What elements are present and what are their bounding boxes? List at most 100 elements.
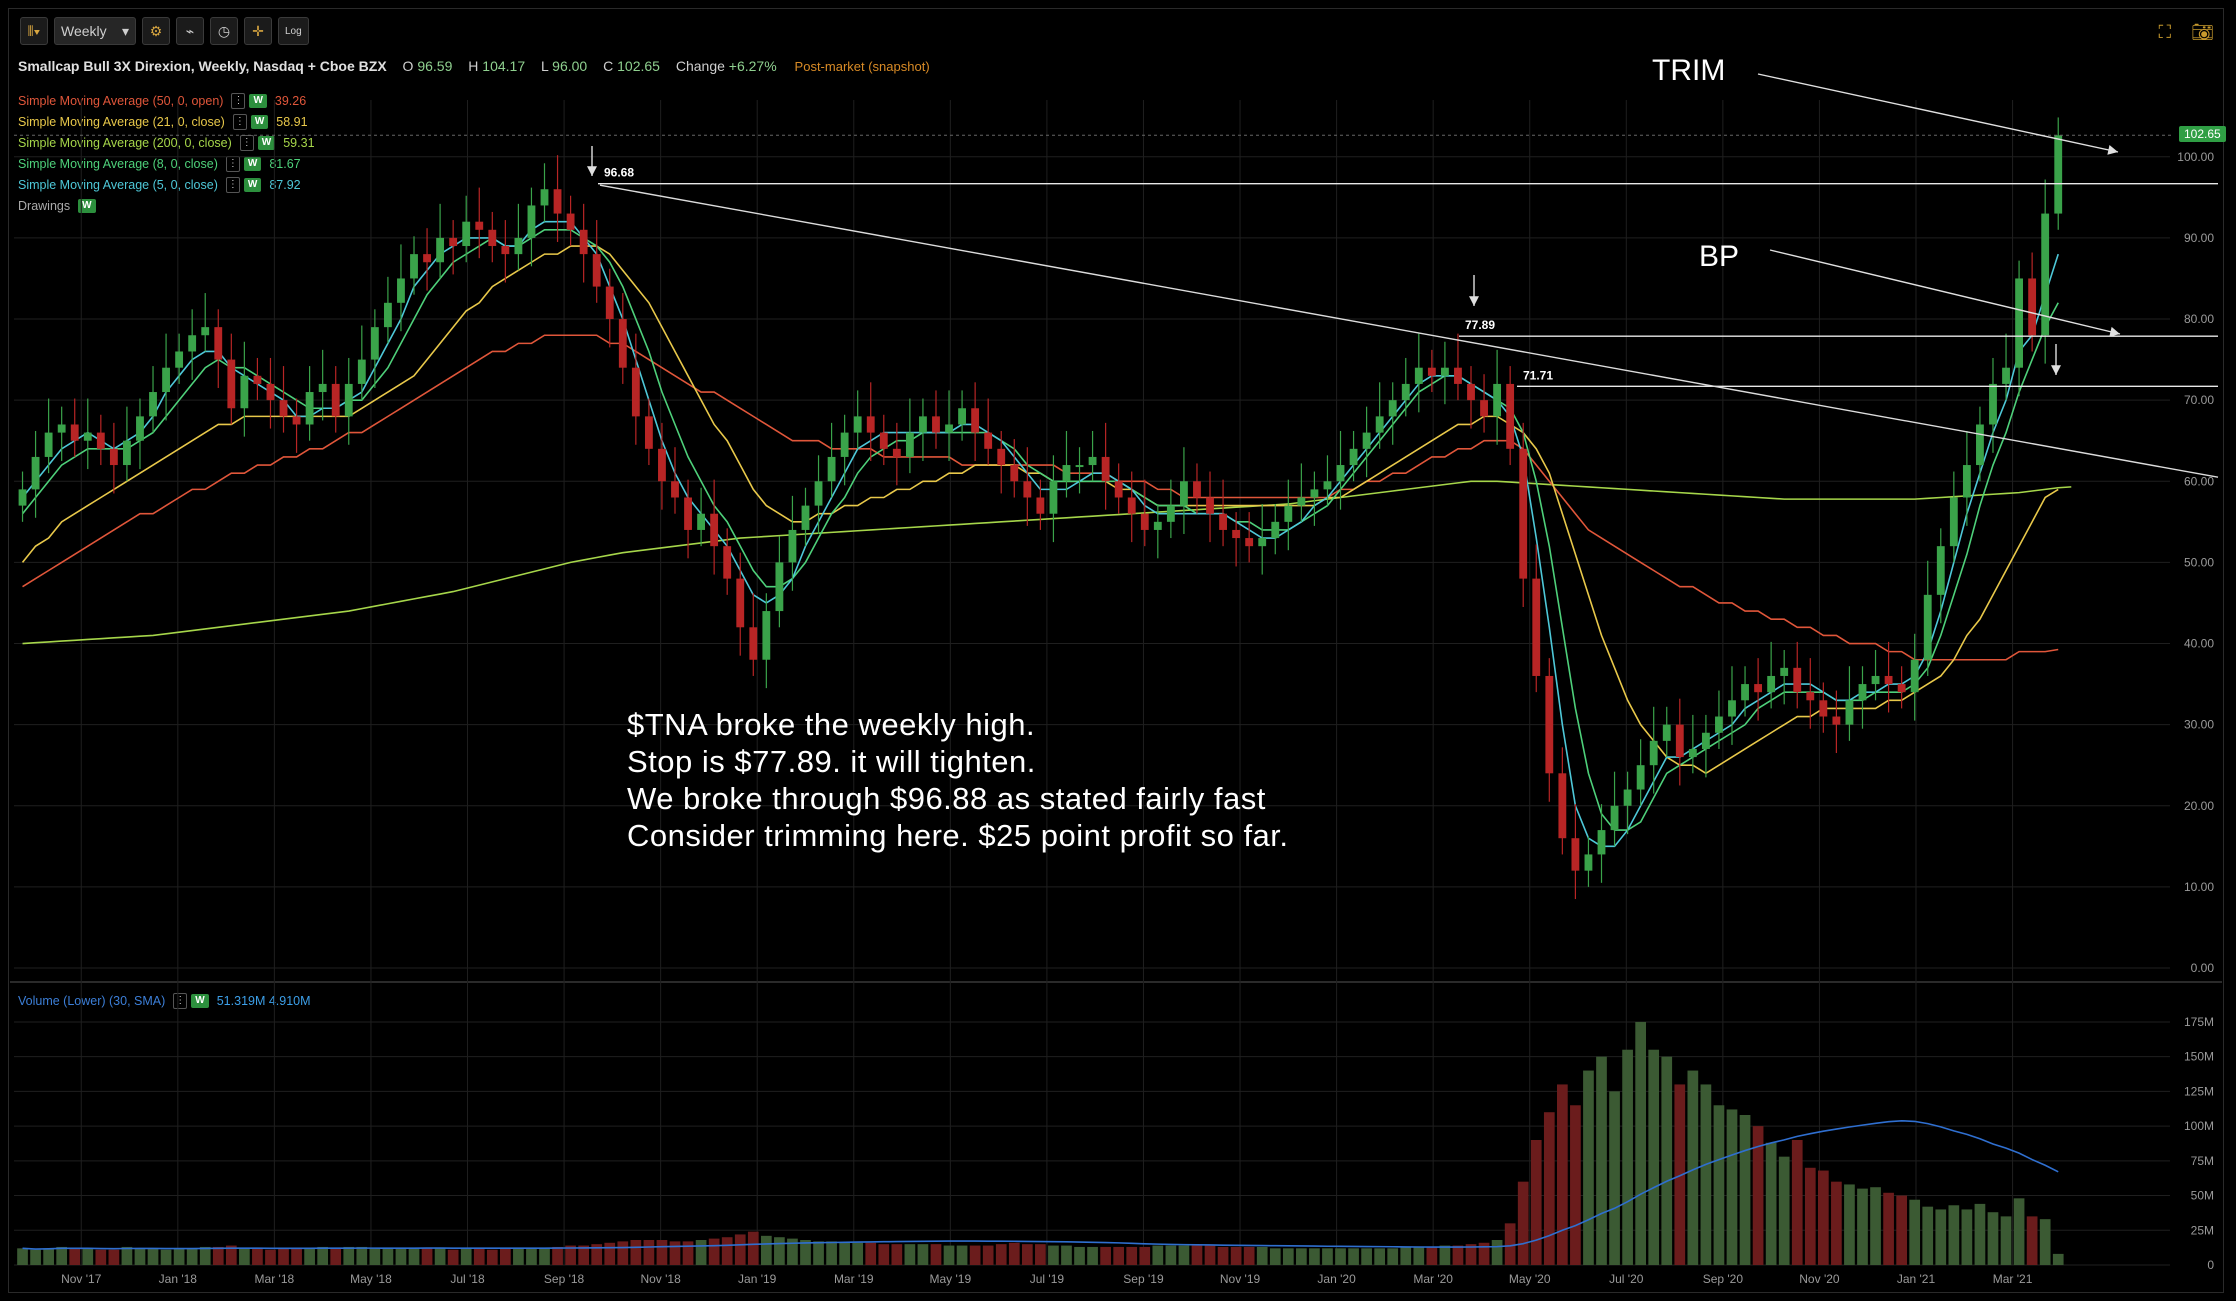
study-sma200[interactable]: Simple Moving Average (200, 0, close) ⋮ … <box>18 132 315 153</box>
time-tick-label: Nov '18 <box>640 1272 681 1286</box>
down-arrow-head <box>2051 365 2061 375</box>
volume-bar <box>1152 1245 1164 1265</box>
candle-body <box>1832 716 1841 725</box>
volume-bar <box>917 1244 929 1265</box>
w-badge: W <box>191 994 209 1008</box>
volume-bar <box>591 1244 603 1265</box>
volume-bar <box>2026 1216 2038 1265</box>
candle-body <box>1819 700 1828 717</box>
study-menu-icon[interactable]: ⋮ <box>239 134 254 151</box>
candle-body <box>383 302 392 328</box>
volume-bar <box>1217 1246 1229 1265</box>
volume-legend[interactable]: Volume (Lower) (30, SMA) ⋮ W 51.319M 4.9… <box>18 993 311 1009</box>
volume-bar <box>1348 1248 1359 1265</box>
candle-body <box>436 237 445 263</box>
drawings-row[interactable]: Drawings W <box>18 195 315 216</box>
study-name: Simple Moving Average (50, 0, open) <box>18 93 224 108</box>
candle-body <box>1793 667 1802 693</box>
time-tick-label: Mar '20 <box>1413 1272 1453 1286</box>
volume-bar <box>734 1234 746 1265</box>
candle-body <box>1754 684 1763 693</box>
candle-body <box>266 383 275 401</box>
expand-icon[interactable]: ⛶ <box>2158 22 2172 42</box>
candle-body <box>1558 773 1567 839</box>
high-label: H <box>468 58 479 74</box>
volume-bar <box>969 1245 981 1265</box>
candle-body <box>1271 521 1280 539</box>
clock-icon[interactable]: ◷ <box>210 17 238 45</box>
gear-icon[interactable]: ⚙ <box>142 17 170 45</box>
volume-bar <box>1948 1205 1960 1265</box>
candle-body <box>1780 667 1789 676</box>
time-tick-label: Jan '21 <box>1897 1272 1936 1286</box>
volume-bar <box>1113 1246 1125 1265</box>
time-tick-label: Jan '20 <box>1317 1272 1356 1286</box>
candle-body <box>1088 456 1097 466</box>
candle-body <box>1845 700 1854 725</box>
volume-bar <box>1243 1246 1255 1265</box>
study-sma8[interactable]: Simple Moving Average (8, 0, close) ⋮ W … <box>18 153 315 174</box>
candle-body <box>958 408 966 425</box>
time-tick-label: Nov '17 <box>61 1272 102 1286</box>
study-menu-icon[interactable]: ⋮ <box>225 176 240 193</box>
study-sma50[interactable]: Simple Moving Average (50, 0, open) ⋮ W … <box>18 90 315 111</box>
candle-body <box>540 189 549 206</box>
study-sma5[interactable]: Simple Moving Average (5, 0, close) ⋮ W … <box>18 174 315 195</box>
candle-body <box>1649 740 1658 766</box>
candle-bars-icon[interactable]: ⫴▾ <box>20 17 48 45</box>
volume-tick-label: 175M <box>2184 1015 2214 1029</box>
candle-body <box>749 627 758 660</box>
candle-body <box>1480 400 1488 417</box>
volume-bar <box>1752 1126 1764 1265</box>
candle-body <box>1010 465 1019 482</box>
candle-body <box>801 505 810 530</box>
volume-bar <box>95 1249 107 1265</box>
volume-bar <box>2039 1219 2051 1265</box>
volume-bar <box>160 1249 172 1265</box>
volume-bar <box>526 1248 537 1265</box>
study-menu-icon[interactable]: ⋮ <box>232 113 247 130</box>
volume-study-values: 51.319M 4.910M <box>216 994 311 1008</box>
volume-bar <box>747 1231 759 1265</box>
volume-bar <box>943 1245 955 1265</box>
volume-bar <box>1491 1240 1503 1265</box>
study-menu-icon[interactable]: ⋮ <box>225 155 240 172</box>
volume-bar <box>682 1241 694 1265</box>
study-sma21[interactable]: Simple Moving Average (21, 0, close) ⋮ W… <box>18 111 315 132</box>
price-tick-label: 70.00 <box>2184 393 2214 407</box>
candle-body <box>162 367 170 393</box>
aggregation-select[interactable]: Weekly ▾ <box>54 17 136 45</box>
volume-bar <box>1700 1084 1712 1265</box>
study-menu-icon[interactable]: ⋮ <box>173 993 188 1009</box>
candle-body <box>1741 684 1749 701</box>
candle-body <box>866 416 875 433</box>
camera-icon[interactable]: 📷︎ <box>2191 22 2214 42</box>
volume-bar <box>43 1248 54 1265</box>
candle-body <box>1323 481 1332 490</box>
candle-body <box>1023 481 1032 498</box>
price-tick-label: 100.00 <box>2177 150 2214 164</box>
volume-bar <box>1048 1245 1059 1265</box>
candle-body <box>1193 481 1201 498</box>
study-menu-icon[interactable]: ⋮ <box>231 92 246 109</box>
candle-body <box>710 513 719 547</box>
volume-bar <box>1570 1105 1581 1265</box>
candle-body <box>1467 383 1475 401</box>
candle-body <box>1245 538 1254 547</box>
candle-body <box>723 546 732 579</box>
post-market-label: Post-market (snapshot) <box>794 59 930 74</box>
crosshair-icon[interactable]: ✛ <box>244 17 272 45</box>
window-controls: ⛶ 📷︎ <box>2159 22 2214 43</box>
candle-body <box>1910 659 1919 693</box>
volume-bar <box>1687 1070 1699 1265</box>
annotation-line: Consider trimming here. $25 point profit… <box>627 818 1289 853</box>
volume-bar <box>1857 1188 1868 1265</box>
bp-arrow-head <box>2109 326 2120 337</box>
candle-body <box>1049 481 1058 514</box>
candle-body <box>1180 481 1188 506</box>
log-button[interactable]: Log <box>278 17 309 45</box>
candle-body <box>1232 529 1241 539</box>
pattern-icon[interactable]: ⌁ <box>176 17 204 45</box>
volume-bar <box>904 1244 916 1265</box>
